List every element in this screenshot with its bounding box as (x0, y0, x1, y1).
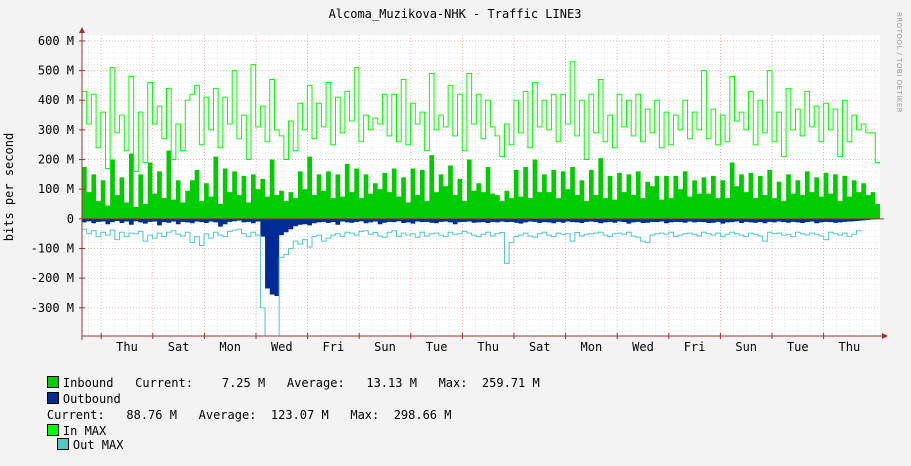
x-axis-arrow (882, 333, 888, 339)
x-tick-label: Sat (529, 340, 551, 354)
chart-title: Alcoma_Muzikova-NHK - Traffic LINE3 (329, 7, 582, 21)
y-tick-label: 500 M (38, 64, 74, 78)
legend: Inbound Current: 7.25 M Average: 13.13 M… (0, 360, 911, 452)
traffic-chart: 600 M 500 M 400 M 300 M 200 M 100 M 0 -100 M -20… (2, 7, 888, 354)
inbound-area (82, 150, 880, 219)
legend-in-max-label: In MAX (62, 424, 107, 438)
x-tick-label: Sat (168, 340, 190, 354)
x-tick-label: Wed (271, 340, 293, 354)
y-tick-label: 0 (67, 212, 74, 226)
x-tick-label: Thu (477, 340, 499, 354)
inbound-swatch (46, 376, 59, 388)
x-tick-label: Tue (426, 340, 448, 354)
legend-max-row: In MAX Out MAX (18, 410, 123, 466)
x-tick-label: Mon (581, 340, 603, 354)
y-axis-label: bits per second (2, 133, 16, 241)
y-tick-label: 300 M (38, 123, 74, 137)
rrdtool-watermark: RRDTOOL / TOBI OETIKER (895, 12, 903, 114)
y-tick-label: 600 M (38, 34, 74, 48)
x-tick-label: Sun (374, 340, 396, 354)
outbound-swatch (46, 392, 59, 404)
x-tick-label: Fri (323, 340, 345, 354)
out-max-line (82, 228, 862, 337)
y-tick-label: 200 M (38, 153, 74, 167)
x-tick-label: Fri (684, 340, 706, 354)
x-tick-label: Thu (116, 340, 138, 354)
x-tick-label: Sun (735, 340, 757, 354)
y-tick-label: -300 M (31, 301, 74, 315)
out-max-swatch (56, 438, 69, 450)
legend-outbound-row: Outbound (18, 378, 121, 420)
x-tick-label: Wed (632, 340, 654, 354)
y-tick-label: -100 M (31, 242, 74, 256)
y-axis-arrow (79, 27, 85, 33)
legend-inbound-text: Inbound Current: 7.25 M Average: 13.13 M… (62, 376, 540, 390)
legend-inbound-row: Inbound Current: 7.25 M Average: 13.13 M… (18, 362, 540, 404)
y-tick-labels: 600 M 500 M 400 M 300 M 200 M 100 M 0 -100 M -20… (31, 34, 74, 315)
y-tick-label: 400 M (38, 93, 74, 107)
legend-outbound-stats: Current: 88.76 M Average: 123.07 M Max: … (18, 394, 452, 436)
y-tick-label: 100 M (38, 182, 74, 196)
legend-outbound-stats-text: Current: 88.76 M Average: 123.07 M Max: … (46, 408, 452, 422)
x-tick-label: Tue (787, 340, 809, 354)
y-tick-label: -200 M (31, 271, 74, 285)
axis-layer (79, 27, 888, 340)
in-max-line (82, 61, 880, 172)
x-tick-labels: Thu Sat Mon Wed Fri Sun Tue Thu Sat Mon Wed Fri Sun T… (116, 340, 860, 354)
in-max-swatch (46, 424, 59, 436)
series-layer (82, 61, 880, 337)
x-tick-label: Thu (839, 340, 861, 354)
x-tick-label: Mon (219, 340, 241, 354)
legend-outbound-label: Outbound (62, 392, 121, 406)
legend-out-max-label: Out MAX (72, 438, 124, 452)
